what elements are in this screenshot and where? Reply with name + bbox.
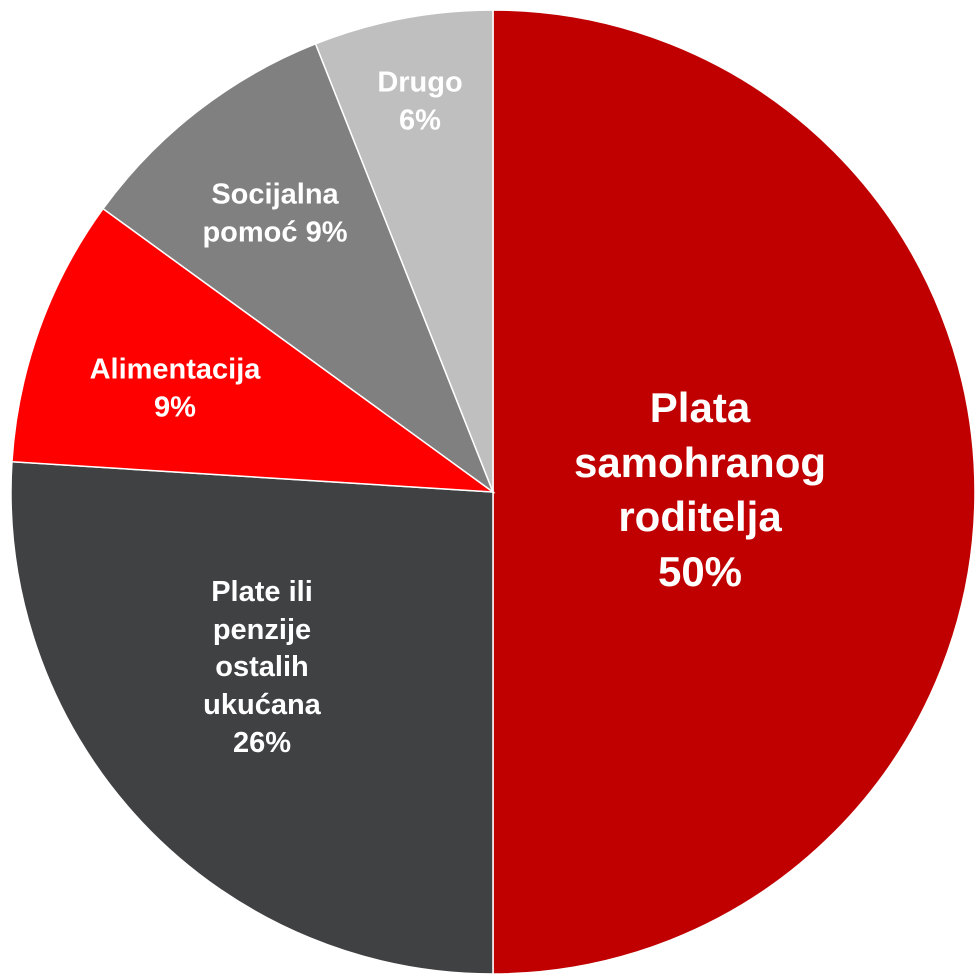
category-label: Plata samohranog roditelja xyxy=(573,383,827,540)
pie-slice xyxy=(102,42,495,495)
pie-slice xyxy=(10,460,494,975)
category-label: Alimentacija xyxy=(89,353,261,386)
pie-slice xyxy=(11,207,496,493)
slice-label: Plate ili penzije ostalih ukućana 26% xyxy=(177,574,347,762)
slice-label: Alimentacija 9% xyxy=(40,351,310,426)
value-label: 6% xyxy=(399,104,441,136)
category-label: Plate ili penzije ostalih ukućana xyxy=(203,575,321,721)
slice-label: Socijalna pomoć 9% xyxy=(175,176,375,251)
pie-slice xyxy=(314,9,494,493)
value-label: 9% xyxy=(154,391,196,423)
slice-label: Plata samohranog roditelja 50% xyxy=(560,381,840,599)
value-label: 26% xyxy=(232,726,292,759)
category-label: Drugo xyxy=(377,66,463,99)
slice-label: Drugo 6% xyxy=(360,64,480,139)
category-label: Socijalna pomoć xyxy=(202,178,339,248)
value-label: 9% xyxy=(305,216,348,248)
value-label: 50% xyxy=(657,547,743,595)
